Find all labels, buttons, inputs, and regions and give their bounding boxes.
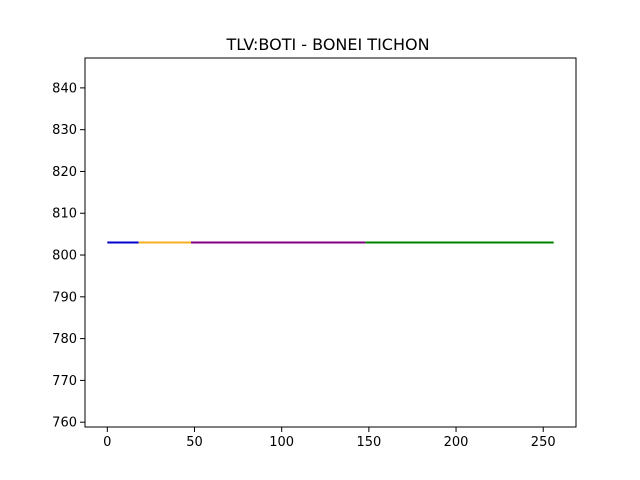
y-tick-label: 790 [52, 290, 77, 305]
x-tick-label: 250 [531, 435, 556, 450]
y-tick-label: 830 [52, 123, 77, 138]
chart-title: TLV:BOTI - BONEI TICHON [225, 35, 429, 54]
x-tick-label: 50 [186, 435, 203, 450]
y-tick-label: 810 [52, 207, 77, 222]
y-tick-label: 760 [52, 416, 77, 431]
x-tick-label: 150 [356, 435, 381, 450]
y-tick-label: 800 [52, 249, 77, 264]
axes-frame [84, 57, 577, 428]
y-tick-label: 770 [52, 374, 77, 389]
x-tick-label: 100 [269, 435, 294, 450]
y-tick-label: 820 [52, 165, 77, 180]
x-tick-label: 200 [444, 435, 469, 450]
y-tick-label: 840 [52, 81, 77, 96]
x-tick-label: 0 [103, 435, 111, 450]
y-tick-label: 780 [52, 332, 77, 347]
plot-area: 0 50 100 150 200 250 760 770 780 790 800 810 820 830 8… [52, 57, 577, 450]
